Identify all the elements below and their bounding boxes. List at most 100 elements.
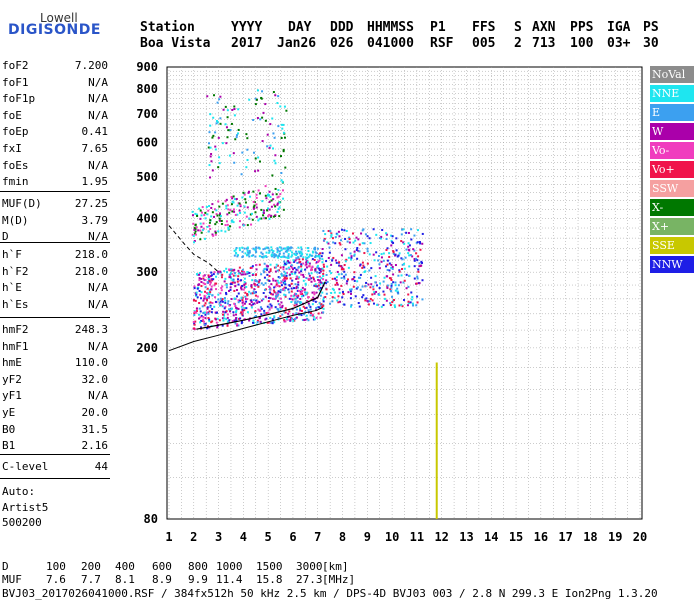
echo-point <box>301 318 304 321</box>
echo-point <box>289 277 292 280</box>
echo-point <box>202 315 205 318</box>
x-tick-label: 13 <box>459 530 473 544</box>
echo-point <box>359 264 362 267</box>
echo-point <box>263 313 266 316</box>
echo-point <box>315 316 318 319</box>
echo-point <box>214 300 217 303</box>
echo-point <box>337 273 340 276</box>
echo-point <box>398 304 401 307</box>
echo-point <box>278 250 281 253</box>
echo-point <box>209 219 212 222</box>
echo-point <box>294 298 297 301</box>
echo-point <box>344 260 347 263</box>
echo-point <box>358 250 361 253</box>
echo-point <box>246 271 249 274</box>
separator <box>0 478 110 479</box>
echo-point <box>417 268 420 271</box>
echo-point <box>234 213 237 216</box>
echo-point <box>237 299 240 302</box>
echo-point <box>302 279 305 282</box>
echo-point <box>249 213 252 216</box>
echo-point <box>392 252 395 255</box>
echo-point <box>233 105 236 108</box>
echo-point <box>282 197 285 200</box>
param-value: 44 <box>94 460 108 473</box>
echo-point <box>240 311 243 314</box>
echo-point <box>300 265 303 268</box>
echo-point <box>273 256 276 259</box>
echo-point <box>287 266 290 269</box>
echo-point <box>322 300 325 303</box>
echo-point <box>241 313 244 316</box>
param-row: foF1 N/A <box>2 75 108 91</box>
echo-point <box>237 275 240 278</box>
echo-point <box>297 277 300 280</box>
echo-point <box>392 251 395 254</box>
echo-point <box>196 213 199 216</box>
echo-point <box>394 289 397 292</box>
echo-point <box>234 248 237 251</box>
echo-point <box>227 208 230 211</box>
echo-point <box>274 291 277 294</box>
echo-point <box>193 310 196 313</box>
echo-point <box>242 191 245 194</box>
echo-point <box>391 301 394 304</box>
echo-point <box>336 299 339 302</box>
echo-point <box>282 288 285 291</box>
y-tick-label: 200 <box>136 341 158 355</box>
echo-point <box>390 263 393 266</box>
param-value: 31.5 <box>81 422 109 436</box>
echo-point <box>410 238 413 241</box>
echo-point <box>259 192 262 195</box>
echo-point <box>277 125 280 128</box>
echo-point <box>216 214 219 217</box>
echo-point <box>241 310 244 313</box>
echo-point <box>199 217 202 220</box>
echo-point <box>297 246 300 249</box>
echo-point <box>207 296 210 299</box>
echo-point <box>281 304 284 307</box>
echo-point <box>317 312 320 315</box>
echo-point <box>365 297 368 300</box>
echo-point <box>230 281 233 284</box>
echo-point <box>273 159 276 162</box>
echo-point <box>290 282 293 285</box>
echo-point <box>221 298 224 301</box>
echo-point <box>284 279 287 282</box>
echo-point <box>351 232 354 235</box>
echo-point <box>279 291 282 294</box>
echo-point <box>364 297 367 300</box>
echo-point <box>233 210 236 213</box>
echo-point <box>285 274 288 277</box>
echo-point <box>200 225 203 228</box>
echo-point <box>314 269 317 272</box>
echo-point <box>397 274 400 277</box>
echo-point <box>375 284 378 287</box>
echo-point <box>292 320 295 323</box>
echo-point <box>386 286 389 289</box>
echo-point <box>341 290 344 293</box>
echo-point <box>400 267 403 270</box>
echo-point <box>290 264 293 267</box>
echo-point <box>227 321 230 324</box>
echo-point <box>294 253 297 256</box>
echo-point <box>319 270 322 273</box>
echo-point <box>254 291 257 294</box>
echo-point <box>276 251 279 254</box>
echo-point <box>339 300 342 303</box>
echo-point <box>330 233 333 236</box>
echo-point <box>264 194 267 197</box>
echo-point <box>367 303 370 306</box>
echo-point <box>300 246 303 249</box>
param-name: MUF(D) <box>2 197 42 210</box>
header-label: DAY <box>288 20 312 35</box>
echo-point <box>253 204 256 207</box>
echo-point <box>282 252 285 255</box>
x-tick-label: 4 <box>240 530 247 544</box>
echo-point <box>265 317 268 320</box>
echo-point <box>298 289 301 292</box>
echo-point <box>273 136 276 139</box>
echo-point <box>382 259 385 262</box>
echo-point <box>268 146 271 149</box>
echo-point <box>354 295 357 298</box>
